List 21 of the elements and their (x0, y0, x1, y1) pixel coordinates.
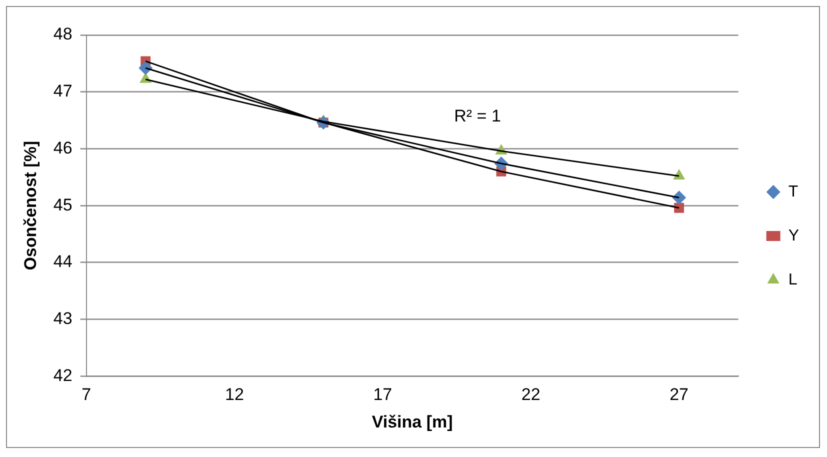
annotation: R² = 1 (454, 106, 501, 126)
y-tick-label: 43 (53, 309, 72, 328)
x-tick-label: 7 (82, 385, 92, 404)
y-tick-label: 48 (53, 24, 72, 44)
point (672, 190, 686, 205)
y-tick-label: 47 (53, 82, 72, 101)
y-axis-title: Osončenost [%] (20, 140, 40, 270)
x-axis-title: Višina [m] (372, 412, 453, 432)
point (672, 169, 686, 180)
x-tick-label: 17 (373, 385, 392, 404)
x-tick-label: 22 (521, 385, 540, 404)
y-tick-label: 44 (53, 252, 72, 272)
y-tick-label: 45 (53, 195, 72, 214)
point (138, 60, 153, 75)
legend-label: Y (788, 227, 800, 244)
x-tick-label: 27 (670, 385, 689, 404)
y-tick-label: 46 (53, 138, 72, 158)
y-tick-label: 42 (53, 366, 72, 385)
legend-label: T (788, 183, 798, 200)
x-tick-label: 12 (225, 385, 244, 404)
legend-label: L (788, 271, 798, 288)
